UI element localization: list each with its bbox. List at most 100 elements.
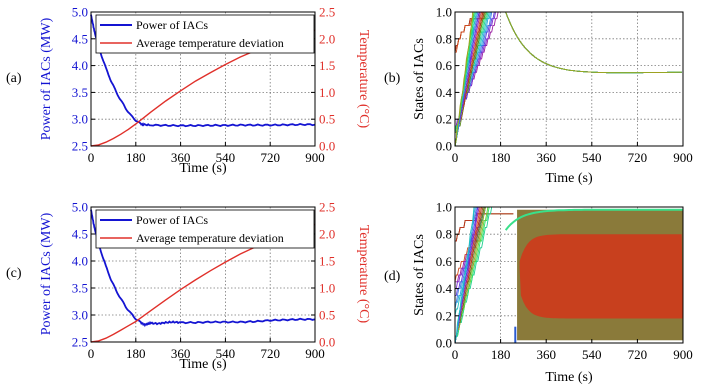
panel-b-xtick-label: 720 <box>628 150 648 165</box>
panel-a-label: (a) <box>6 71 22 86</box>
panel-d-ytick-label: 0.4 <box>436 281 453 296</box>
panel-b-ytick-label: 0.2 <box>436 112 452 127</box>
panel-a-xtick-label: 180 <box>126 150 146 165</box>
panel-a-xtick-label: 720 <box>260 150 280 165</box>
panel-a-ytick-label: 4.0 <box>72 58 88 73</box>
panel-c-ylabel-right: Temperature (°C) <box>356 225 371 324</box>
panel-d-state-line <box>455 207 514 343</box>
panel-c-xtick-label: 0 <box>88 346 95 361</box>
panel-c-legend: Power of IACs Average temperature deviat… <box>95 209 315 249</box>
panel-c-xtick-label: 540 <box>216 346 236 361</box>
panel-b-series <box>455 12 682 146</box>
panel-a-legend-label-temperature: Average temperature deviation <box>136 36 284 50</box>
panel-a-ytick-label: 3.5 <box>72 85 88 100</box>
panel-c-label: (c) <box>6 266 22 281</box>
panel-a-ytick-right-label: 0.0 <box>319 139 335 154</box>
panel-d-label: (d) <box>384 269 401 284</box>
panel-b-xtick-label: 360 <box>536 150 556 165</box>
panel-a-chart: 0 180 360 540 720 900 2.5 3.0 3.5 4.0 4.5 5.0 0.0 0.5… <box>6 5 371 177</box>
panel-d-state-line <box>455 207 514 343</box>
panel-a-series-power-line <box>90 14 316 128</box>
panel-d-xtick-label: 720 <box>628 347 648 362</box>
panel-b-ylabel: States of IACs <box>412 38 427 120</box>
panel-b-xtick-label: 900 <box>673 150 693 165</box>
panel-a-xtick-label: 540 <box>216 150 236 165</box>
panel-a-xlabel: Time (s) <box>179 161 227 176</box>
panel-c-ylabel: Power of IACs (MW) <box>39 212 54 335</box>
panel-d-ytick-label: 0.6 <box>436 254 453 269</box>
panel-d-ytick-label: 1.0 <box>436 200 452 215</box>
panel-a-ylabel: Power of IACs (MW) <box>39 17 54 140</box>
panel-d-xtick-label: 360 <box>536 347 556 362</box>
panel-b-ticks: 0 180 360 540 720 900 0.0 0.2 0.4 0.6 0.8 1.0 <box>436 5 693 166</box>
panel-a-xtick-label: 900 <box>305 150 325 165</box>
panel-c-chart: 0 180 360 540 720 900 2.5 3.0 3.5 4.0 4.5 5.0 0.0 0.5… <box>6 200 371 373</box>
panel-a-ytick-label: 5.0 <box>72 5 88 20</box>
panel-b-xtick-label: 180 <box>491 150 511 165</box>
panel-c-frame <box>90 206 316 343</box>
panel-a-ytick-label: 3.0 <box>72 112 88 127</box>
panel-d-ytick-label: 0.0 <box>436 336 452 351</box>
panel-b-frame <box>454 11 684 147</box>
panel-c-series-power-line <box>90 209 316 328</box>
panel-c-xtick-label: 360 <box>171 346 191 361</box>
panel-d-xlabel: Time (s) <box>545 370 593 385</box>
panel-a-ytick-label: 4.5 <box>72 31 88 46</box>
panel-d-xtick-label: 900 <box>673 347 693 362</box>
panel-c-ytick-label: 5.0 <box>72 200 88 215</box>
panel-a-ytick-right-label: 1.5 <box>319 58 335 73</box>
panel-d-state-line <box>455 207 514 282</box>
panel-d-series <box>455 207 683 343</box>
panel-d-frame <box>454 206 684 344</box>
panel-d-inner-band <box>519 234 683 319</box>
panel-b-label: (b) <box>384 71 401 86</box>
panel-a-ytick-right-label: 2.5 <box>319 5 335 20</box>
panel-b-ytick-label: 0.4 <box>436 85 453 100</box>
panel-c-ytick-right-label: 1.0 <box>319 281 335 296</box>
panel-c-legend-label-power: Power of IACs <box>136 213 208 227</box>
panel-c-xtick-label: 180 <box>126 346 146 361</box>
panel-c-ytick-right-label: 2.5 <box>319 200 335 215</box>
panel-d-state-line <box>455 207 514 343</box>
panel-c-xtick-label: 720 <box>260 346 280 361</box>
panel-c-ytick-label: 4.5 <box>72 227 88 242</box>
panel-b-ytick-label: 0.6 <box>436 58 453 73</box>
panel-c-xlabel: Time (s) <box>179 357 227 372</box>
panel-c-ytick-label: 4.0 <box>72 254 88 269</box>
panel-d-state-line <box>455 207 514 343</box>
panel-b-xtick-label: 0 <box>452 150 459 165</box>
panel-a-ticks: 0 180 360 540 720 900 2.5 3.0 3.5 4.0 4.5 5.0 0.0 0.5… <box>72 5 336 166</box>
panel-d-xtick-label: 540 <box>582 347 602 362</box>
panel-a-frame <box>90 11 316 147</box>
panel-b-xlabel: Time (s) <box>545 171 593 186</box>
panel-c-xtick-label: 900 <box>305 346 325 361</box>
panel-b-state-line <box>455 12 682 146</box>
panel-a-ytick-right-label: 2.0 <box>319 31 335 46</box>
panel-a-xtick-label: 0 <box>88 150 95 165</box>
panel-d-chart: 0 180 360 540 720 900 0.0 0.2 0.4 0.6 0.8 1.0 (d) T… <box>384 200 693 386</box>
panel-b-chart: 0 180 360 540 720 900 0.0 0.2 0.4 0.6 0.8 1.0 (b) T… <box>384 5 693 187</box>
panel-c-ytick-label: 3.0 <box>72 308 88 323</box>
panel-b-xtick-label: 540 <box>582 150 602 165</box>
panel-d-ylabel: States of IACs <box>412 234 427 316</box>
panel-c-ticks: 0 180 360 540 720 900 2.5 3.0 3.5 4.0 4.5 5.0 0.0 0.5… <box>72 200 336 362</box>
panel-a-legend: Power of IACs Average temperature deviat… <box>95 14 315 54</box>
panel-a-legend-label-power: Power of IACs <box>136 18 208 32</box>
panel-d-xtick-label: 180 <box>491 347 511 362</box>
panel-c-legend-label-temperature: Average temperature deviation <box>136 231 284 245</box>
panel-a-legend-box <box>95 14 315 54</box>
panel-d-band-edge-line <box>504 208 683 231</box>
panel-a-ytick-right-label: 0.5 <box>319 112 335 127</box>
panel-a-ytick-right-label: 1.0 <box>319 85 335 100</box>
panel-c-ytick-right-label: 2.0 <box>319 227 335 242</box>
panel-c-ytick-label: 2.5 <box>72 335 88 350</box>
panel-b-ytick-label: 0.0 <box>436 139 452 154</box>
panel-d-ytick-label: 0.2 <box>436 308 452 323</box>
panel-c-legend-box <box>95 209 315 249</box>
panel-d-xtick-label: 0 <box>452 347 459 362</box>
panel-a-ylabel-right: Temperature (°C) <box>356 30 371 129</box>
panel-b-ytick-label: 0.8 <box>436 31 452 46</box>
panel-d-ytick-label: 0.8 <box>436 227 452 242</box>
panel-a-ytick-label: 2.5 <box>72 139 88 154</box>
